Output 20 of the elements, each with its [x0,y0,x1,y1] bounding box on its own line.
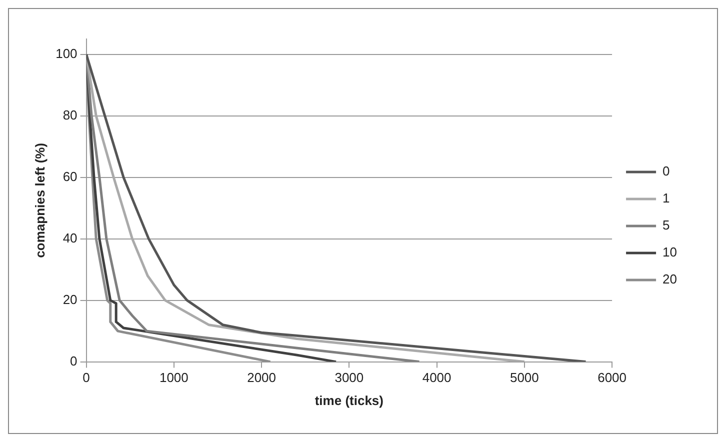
x-tick-label: 6000 [598,370,626,386]
legend-label: 0 [662,164,670,179]
y-tick-label: 0 [70,353,78,368]
y-tick-label: 40 [62,230,78,246]
y-tick-label: 80 [62,107,78,122]
legend-label: 1 [662,190,670,206]
x-tick-label: 3000 [334,370,364,386]
y-tick-label: 60 [62,168,78,184]
x-tick-label: 1000 [159,370,188,386]
x-tick-label: 2000 [247,370,276,386]
legend-label: 20 [662,272,678,287]
x-axis-title: time (ticks) [314,392,384,408]
y-axis-title: comapnies left (%) [32,142,48,258]
x-tick-label: 5000 [510,370,539,386]
x-tick-label: 4000 [422,370,452,386]
y-tick-label: 100 [56,46,78,61]
x-tick-label: 0 [82,370,90,386]
legend-label: 5 [662,218,670,233]
legend-label: 10 [662,244,678,260]
y-tick-label: 20 [62,292,78,307]
